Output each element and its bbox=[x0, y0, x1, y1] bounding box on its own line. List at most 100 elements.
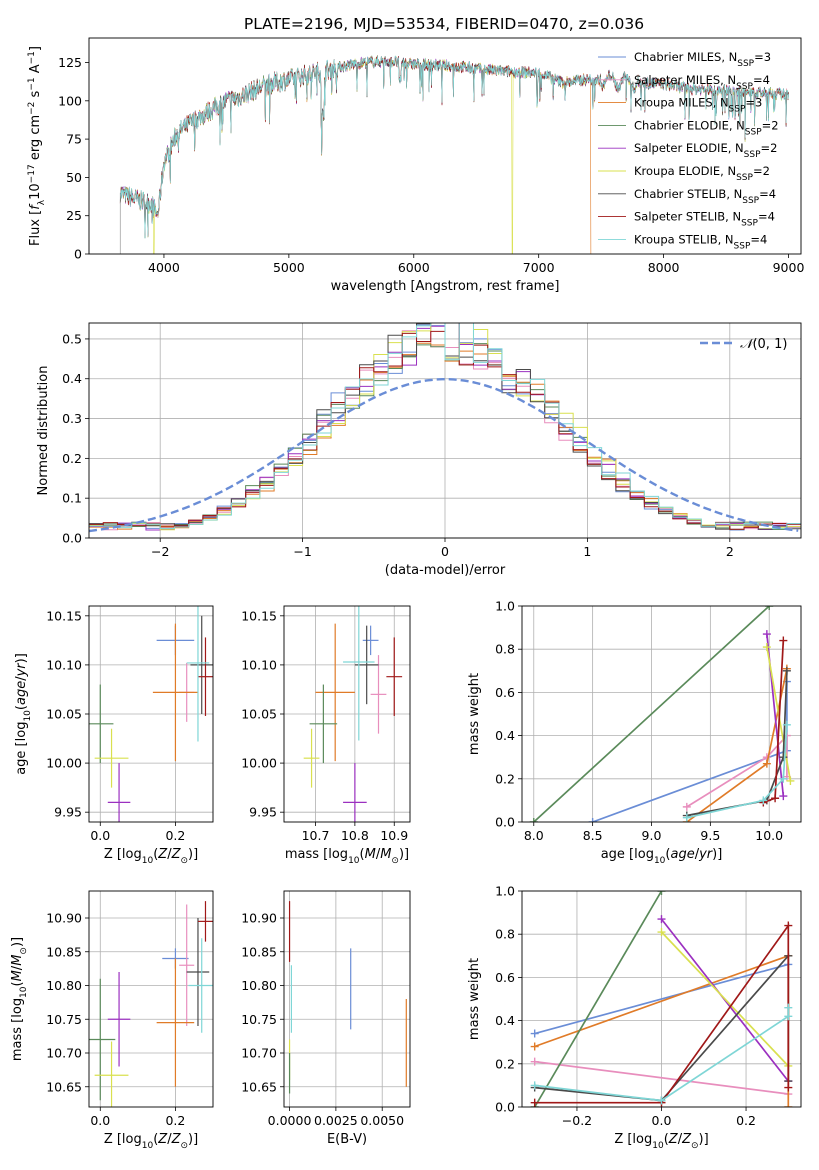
x-tick-label: −2 bbox=[151, 544, 169, 559]
weight-marker bbox=[779, 753, 788, 762]
y-tick-label: 10.15 bbox=[241, 608, 277, 623]
weight-marker bbox=[779, 774, 788, 783]
legend-entry-1: Chabrier MILES, NSSP=3 bbox=[634, 50, 771, 69]
legend-entry-3: Kroupa MILES, NSSP=3 bbox=[634, 96, 762, 115]
weight-marker bbox=[779, 792, 788, 801]
x-tick-label: 0.0 bbox=[90, 828, 110, 843]
x-tick-label: 9000 bbox=[773, 260, 805, 275]
plot-frame bbox=[88, 890, 214, 1108]
y-tick-label: 10.75 bbox=[46, 1012, 82, 1027]
plot-frame bbox=[283, 890, 411, 1108]
weight-line bbox=[534, 1060, 789, 1095]
figure-title: PLATE=2196, MJD=53534, FIBERID=0470, z=0… bbox=[244, 15, 644, 33]
weight-marker bbox=[529, 818, 538, 822]
weight-marker bbox=[762, 643, 771, 652]
plot-area bbox=[89, 323, 801, 533]
x-tick-label: 7000 bbox=[523, 260, 555, 275]
error-point-6 bbox=[94, 728, 129, 788]
y-tick-label: 0.2 bbox=[62, 451, 82, 466]
error-point-2 bbox=[370, 655, 387, 734]
y-tick-label: 1.0 bbox=[495, 884, 515, 899]
weight-line bbox=[534, 1007, 790, 1102]
x-tick-label: 0.0 bbox=[652, 1113, 672, 1128]
y-tick-label: 0.4 bbox=[495, 728, 515, 743]
legend-entry-6: Kroupa ELODIE, NSSP=2 bbox=[634, 164, 770, 183]
weight-marker bbox=[588, 818, 597, 822]
x-tick-label: 0 bbox=[441, 544, 449, 559]
plot-frame bbox=[88, 605, 214, 823]
x-tick-label: 0.0000 bbox=[268, 1113, 312, 1128]
x-axis-label: wavelength [Angstrom, rest frame] bbox=[331, 279, 560, 294]
y-tick-label: 0 bbox=[74, 247, 82, 262]
legend-entry-5: Salpeter ELODIE, NSSP=2 bbox=[634, 141, 777, 160]
y-tick-label: 10.80 bbox=[46, 978, 82, 993]
weight-marker bbox=[530, 1081, 539, 1090]
legend-entry-4: Chabrier ELODIE, NSSP=2 bbox=[634, 118, 779, 137]
plot-frame bbox=[88, 37, 802, 255]
chart-mass-vs-Z: 0.0 0.2 10.65 10.70 10.75 10.80 10.85 10.90 Z [l… bbox=[10, 890, 214, 1151]
error-point-9 bbox=[188, 938, 213, 1033]
weight-marker bbox=[759, 796, 768, 805]
x-tick-label: 10.8 bbox=[341, 828, 369, 843]
y-tick-label: 100 bbox=[58, 93, 82, 108]
weight-marker bbox=[782, 720, 791, 729]
error-point-8 bbox=[197, 637, 213, 716]
error-point-2 bbox=[179, 904, 195, 1026]
weight-marker bbox=[784, 1003, 793, 1012]
error-point-5 bbox=[107, 972, 131, 1067]
weight-series-4 bbox=[530, 891, 666, 1107]
error-point-9 bbox=[343, 606, 375, 741]
y-tick-label: 0.0 bbox=[62, 531, 82, 546]
x-tick-label: 1 bbox=[583, 544, 591, 559]
y-tick-label: 10.90 bbox=[241, 911, 277, 926]
spectrum-line-3 bbox=[119, 55, 592, 254]
x-tick-label: 0.2 bbox=[165, 828, 185, 843]
plot-frame bbox=[88, 322, 802, 539]
legend-entry-7: Chabrier STELIB, NSSP=4 bbox=[634, 187, 776, 206]
weight-marker bbox=[657, 1096, 666, 1105]
error-point-4 bbox=[89, 978, 116, 1101]
weight-marker bbox=[530, 1098, 539, 1107]
error-point-7 bbox=[186, 918, 210, 1026]
weight-marker bbox=[682, 802, 691, 811]
legend-entry-8: Salpeter STELIB, NSSP=4 bbox=[634, 210, 775, 229]
x-tick-label: 6000 bbox=[398, 260, 430, 275]
y-tick-label: 75 bbox=[66, 132, 82, 147]
y-tick-label: 0.2 bbox=[495, 1056, 515, 1071]
plot-area bbox=[89, 901, 213, 1107]
y-tick-label: 10.85 bbox=[241, 944, 277, 959]
y-tick-label: 10.70 bbox=[241, 1046, 277, 1061]
x-axis-label: Z [log10(Z/Z⊙)] bbox=[104, 847, 198, 866]
y-tick-label: 9.95 bbox=[249, 805, 277, 820]
x-tick-label: 0.0025 bbox=[314, 1113, 358, 1128]
weight-line bbox=[533, 891, 663, 1107]
y-tick-label: 10.00 bbox=[46, 756, 82, 771]
chart-age-vs-mass: 10.7 10.8 10.9 9.95 10.00 10.05 10.10 10.15 mass… bbox=[241, 605, 411, 866]
weight-marker bbox=[784, 1103, 793, 1107]
x-tick-label: 8000 bbox=[648, 260, 680, 275]
x-axis-label: age [log10(age/yr)] bbox=[601, 847, 723, 866]
y-axis-label: mass [log10(M/M⊙)] bbox=[10, 937, 29, 1061]
error-point-6 bbox=[94, 1041, 129, 1107]
error-point-4 bbox=[89, 684, 114, 764]
y-tick-label: 9.95 bbox=[54, 805, 82, 820]
x-tick-label: 8.5 bbox=[583, 828, 603, 843]
weight-line bbox=[686, 724, 788, 819]
y-tick-label: 10.10 bbox=[241, 657, 277, 672]
x-axis-label: (data-model)/error bbox=[385, 563, 506, 578]
gaussian-curve bbox=[89, 378, 799, 533]
plot-area bbox=[288, 901, 407, 1094]
error-point-8 bbox=[197, 901, 213, 942]
y-tick-label: 0.2 bbox=[495, 771, 515, 786]
weight-line bbox=[533, 606, 770, 822]
y-tick-label: 10.65 bbox=[46, 1079, 82, 1094]
x-tick-label: 10.7 bbox=[302, 828, 330, 843]
plot-frame bbox=[521, 605, 802, 823]
x-tick-label: 0.2 bbox=[165, 1113, 185, 1128]
chart-weight-vs-Z: −0.2 0.0 0.2 0.0 0.2 0.4 0.6 0.8 1.0 Z [log10(Z/Z… bbox=[467, 884, 802, 1151]
weight-marker bbox=[784, 1083, 793, 1092]
x-axis-label: Z [log10(Z/Z⊙)] bbox=[104, 1132, 198, 1151]
y-tick-label: 0.4 bbox=[62, 371, 82, 386]
weight-marker bbox=[784, 921, 793, 930]
chart-weight-vs-age: 8.0 8.5 9.0 9.5 10.0 0.0 0.2 0.4 0.6 0.8 1.0 age [l… bbox=[467, 599, 802, 866]
